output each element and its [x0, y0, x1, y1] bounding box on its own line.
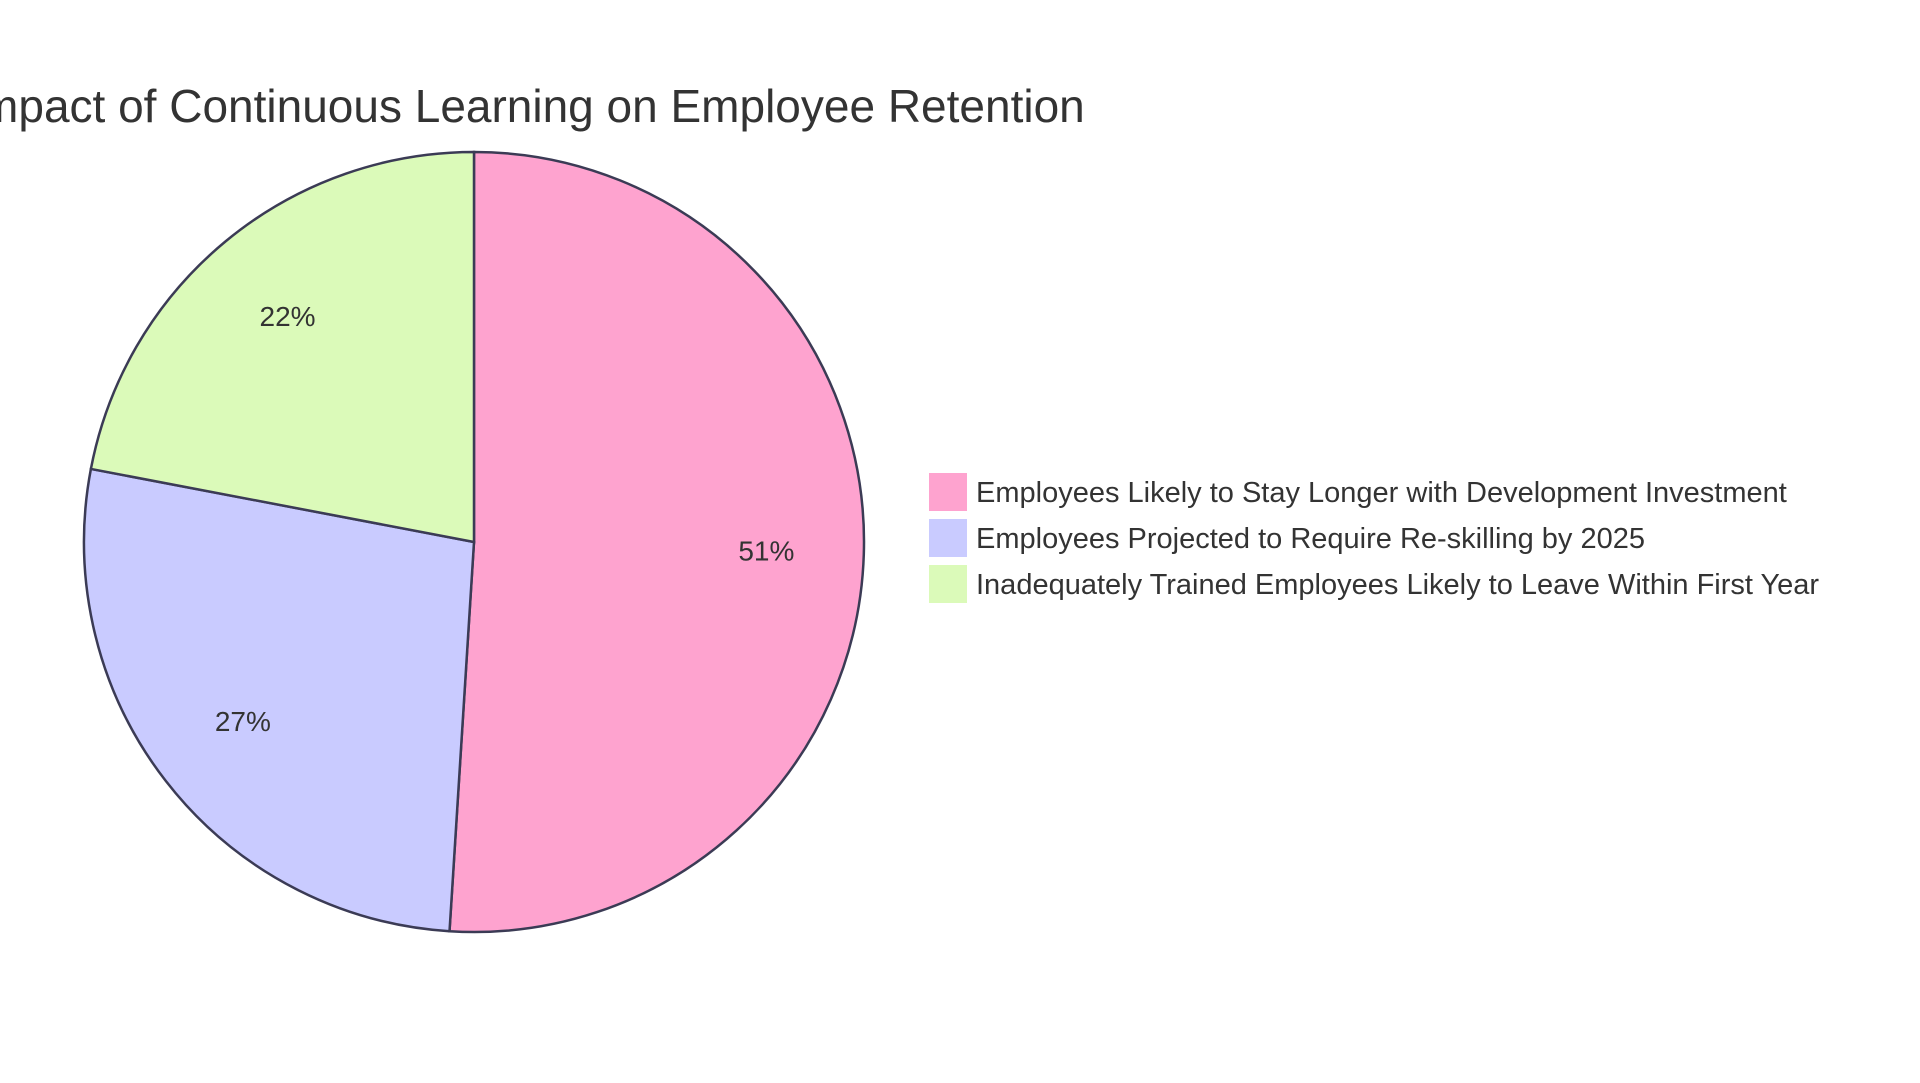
- legend-swatch: [929, 473, 967, 511]
- legend: Employees Likely to Stay Longer with Dev…: [929, 473, 1819, 603]
- legend-label: Employees Likely to Stay Longer with Dev…: [976, 477, 1787, 509]
- legend-swatch: [929, 519, 967, 557]
- pie-slice-labels: 51% 27% 22%: [215, 301, 795, 737]
- legend-label: Employees Projected to Require Re-skilli…: [976, 523, 1645, 555]
- pie-slice-3: [89, 150, 476, 544]
- slice-percent-label: 51%: [738, 536, 794, 567]
- legend-swatch: [929, 565, 967, 603]
- chart-title: Impact of Continuous Learning on Employe…: [0, 80, 1085, 132]
- pie-slices: [82, 150, 866, 934]
- slice-percent-label: 22%: [260, 301, 316, 332]
- legend-label: Inadequately Trained Employees Likely to…: [976, 569, 1819, 601]
- pie-slice-2: [82, 467, 476, 933]
- pie-slice-1: [448, 150, 866, 934]
- slice-percent-label: 27%: [215, 706, 271, 737]
